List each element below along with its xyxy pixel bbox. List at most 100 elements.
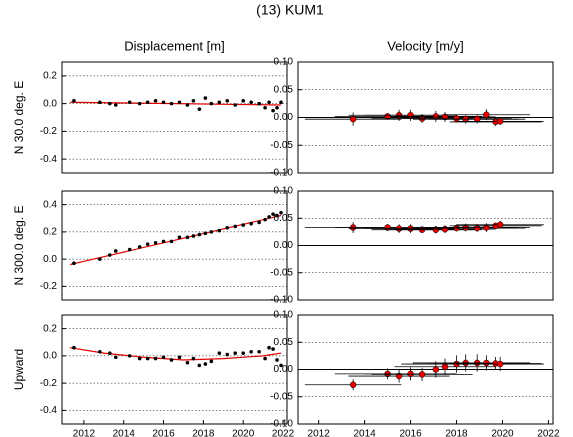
data-point: [72, 261, 76, 266]
data-point: [98, 100, 102, 105]
data-point: [177, 100, 182, 105]
panel-title: Velocity [m/y]: [387, 38, 464, 53]
data-point: [233, 351, 238, 355]
velocity-point: [483, 359, 490, 367]
velocity-point: [349, 381, 357, 389]
y-tick-label: 0.2: [43, 71, 57, 82]
data-point: [161, 100, 166, 105]
data-point: [153, 99, 158, 103]
x-tick-label: 2022: [537, 429, 560, 437]
data-point: [217, 100, 222, 105]
plot-area: [304, 220, 544, 234]
velocity-point: [384, 224, 391, 231]
data-point: [177, 355, 182, 360]
x-tick-label: 2016: [152, 429, 175, 437]
data-point: [275, 358, 279, 362]
data-point: [209, 359, 214, 364]
x-tick-label: 2020: [491, 429, 514, 437]
velocity-point: [407, 370, 414, 378]
data-point: [225, 352, 230, 357]
panel-frame: [297, 61, 554, 174]
x-tick-label: 2014: [353, 429, 376, 437]
data-point: [257, 101, 261, 106]
data-point: [267, 100, 271, 105]
data-point: [209, 230, 214, 234]
y-axis-label: N 30.0 deg. E: [12, 81, 26, 154]
x-tick-label: 2018: [192, 429, 215, 437]
y-tick-label: -0.2: [40, 281, 58, 292]
y-tick-label: 0.10: [274, 57, 294, 68]
x-tick-label: 2020: [232, 429, 255, 437]
data-point: [225, 225, 230, 230]
y-tick-label: 0.0: [43, 98, 57, 109]
data-point: [137, 245, 142, 249]
data-point: [271, 212, 275, 216]
data-point: [137, 356, 142, 361]
panel-title: Displacement [m]: [124, 38, 224, 53]
panel-frame: [61, 61, 288, 174]
y-tick-label: 0.10: [274, 310, 294, 321]
fit-line: [69, 347, 282, 361]
velocity-point: [496, 360, 504, 368]
data-point: [153, 240, 158, 245]
data-point: [271, 108, 275, 113]
velocity-point: [407, 112, 414, 119]
y-tick-label: 0.00: [274, 240, 294, 251]
y-tick-label: 0.10: [274, 186, 294, 197]
y-tick-label: 0.00: [274, 364, 294, 375]
y-axis-label: N 300.0 deg. E: [12, 205, 26, 285]
y-tick-label: 0.05: [274, 213, 294, 224]
y-tick-label: 0.0: [43, 351, 57, 362]
data-point: [249, 221, 253, 226]
figure-title: (13) KUM1: [256, 2, 324, 18]
y-tick-label: 0.0: [43, 254, 57, 265]
velocity-point: [453, 115, 460, 122]
plot-area: [69, 211, 283, 266]
data-point: [249, 100, 253, 105]
data-point: [203, 362, 208, 366]
data-point: [279, 363, 283, 368]
data-point: [203, 96, 208, 100]
data-point: [257, 349, 261, 354]
velocity-point: [441, 363, 449, 371]
data-point: [72, 345, 76, 350]
data-point: [72, 99, 76, 103]
y-tick-label: -0.05: [270, 391, 293, 402]
data-point: [249, 349, 253, 354]
data-point: [241, 223, 245, 227]
y-tick-label: -0.05: [270, 140, 293, 151]
data-point: [161, 355, 166, 360]
data-point: [267, 215, 271, 219]
velocity-point: [418, 371, 426, 378]
data-point: [161, 239, 166, 244]
data-point: [233, 224, 238, 229]
data-point: [217, 228, 222, 233]
data-point: [137, 101, 142, 106]
data-point: [145, 242, 150, 246]
panel-frame: [61, 190, 288, 301]
y-tick-label: 0.2: [43, 323, 57, 334]
data-point: [169, 101, 174, 106]
velocity-point: [483, 111, 490, 118]
plot-area: [69, 96, 283, 113]
y-tick-label: -0.4: [40, 154, 58, 165]
data-point: [279, 211, 283, 215]
data-point: [145, 356, 150, 361]
y-tick-label: 0.00: [274, 112, 294, 123]
data-point: [263, 105, 267, 110]
data-point: [275, 213, 279, 218]
y-tick-label: -0.2: [40, 126, 58, 137]
data-point: [177, 235, 182, 240]
data-point: [127, 100, 132, 105]
x-tick-label: 2022: [272, 429, 295, 437]
velocity-point: [349, 115, 357, 123]
velocity-point: [432, 366, 440, 373]
data-point: [191, 99, 196, 103]
velocity-point: [496, 118, 504, 125]
data-point: [257, 220, 261, 225]
x-tick-label: 2018: [445, 429, 468, 437]
y-tick-label: 0.2: [43, 227, 57, 238]
plot-area: [69, 345, 283, 368]
data-point: [241, 351, 245, 355]
